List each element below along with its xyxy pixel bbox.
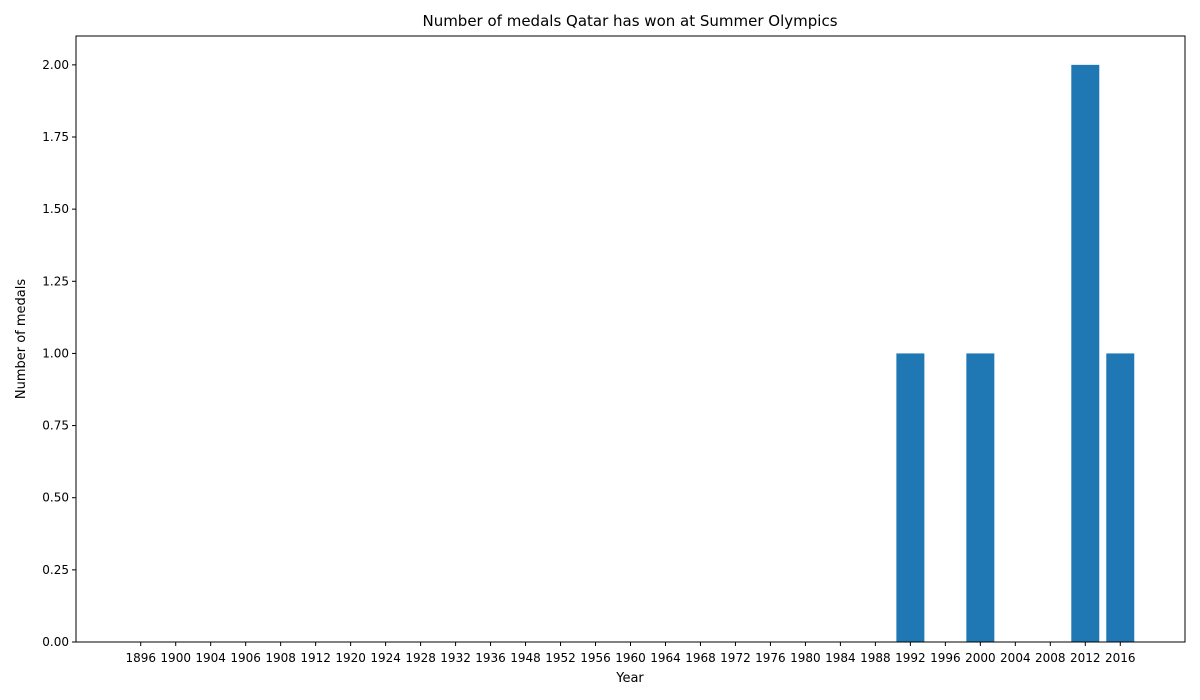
bar-2012 <box>1071 64 1100 643</box>
axes-frame <box>75 35 1186 643</box>
y-tick-label: 0.50 <box>42 491 69 505</box>
y-tick-label: 1.50 <box>42 202 69 216</box>
x-axis-label: Year <box>615 671 644 686</box>
x-tick-label: 2004 <box>1000 651 1031 665</box>
x-tick-label: 1908 <box>265 651 296 665</box>
x-tick-label: 1988 <box>860 651 891 665</box>
x-tick-label: 1956 <box>580 651 611 665</box>
x-tick-label: 1992 <box>895 651 926 665</box>
y-axis-label: Number of medals <box>14 279 29 400</box>
y-tick-label: 2.00 <box>42 58 69 72</box>
x-tick-label: 1980 <box>790 651 821 665</box>
x-tick-label: 1964 <box>650 651 681 665</box>
x-tick-label: 1900 <box>160 651 191 665</box>
bar-2016 <box>1106 353 1135 642</box>
x-tick-label: 1960 <box>615 651 646 665</box>
x-tick-label: 1996 <box>930 651 961 665</box>
x-tick-label: 2012 <box>1070 651 1101 665</box>
x-tick-label: 1972 <box>720 651 751 665</box>
plot-area: 0.00 0.25 0.50 0.75 1.00 1.25 1.50 1.75 2.00 1896… <box>42 35 1186 665</box>
x-tick-label: 1936 <box>475 651 506 665</box>
x-tick-label: 1906 <box>230 651 261 665</box>
x-tick-label: 2008 <box>1035 651 1066 665</box>
y-tick-label: 0.75 <box>42 419 69 433</box>
x-tick-label: 1896 <box>125 651 156 665</box>
y-tick-label: 0.00 <box>42 635 69 649</box>
x-tick-label: 1932 <box>440 651 471 665</box>
x-tick-label: 2000 <box>965 651 996 665</box>
x-tick-label: 1928 <box>405 651 436 665</box>
x-tick-label: 1920 <box>335 651 366 665</box>
y-tick-label: 1.00 <box>42 346 69 360</box>
y-tick-label: 1.75 <box>42 130 69 144</box>
x-tick-label: 1976 <box>755 651 786 665</box>
bar-1992 <box>896 353 925 642</box>
x-tick-label: 1984 <box>825 651 856 665</box>
chart-title: Number of medals Qatar has won at Summer… <box>422 12 837 30</box>
x-tick-label: 1968 <box>685 651 716 665</box>
y-tick-label: 1.25 <box>42 274 69 288</box>
x-tick-label: 1924 <box>370 651 401 665</box>
x-tick-label: 1948 <box>510 651 541 665</box>
x-tick-label: 1912 <box>300 651 331 665</box>
y-tick-label: 0.25 <box>42 563 69 577</box>
x-tick-label: 1904 <box>195 651 226 665</box>
bar-2000 <box>966 353 995 642</box>
x-tick-label: 1952 <box>545 651 576 665</box>
x-tick-label: 2016 <box>1105 651 1136 665</box>
